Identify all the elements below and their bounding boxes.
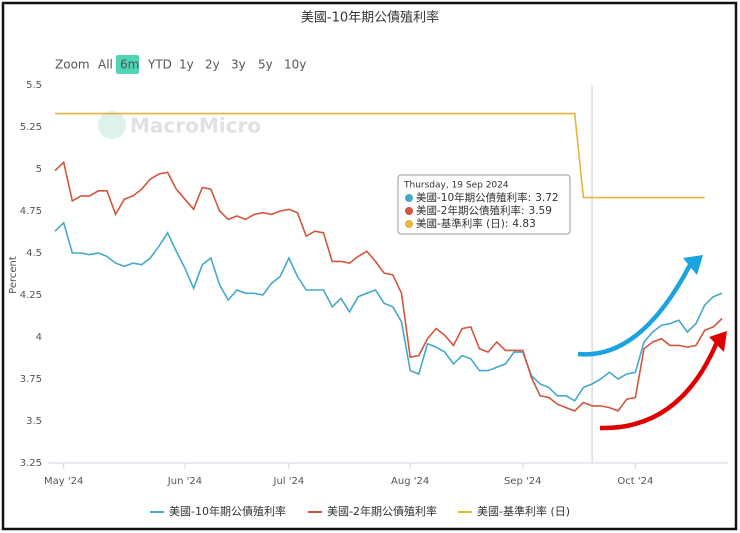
legend-item[interactable]: 美國-基準利率 (日): [458, 504, 570, 518]
tooltip-value: 4.83: [512, 218, 535, 230]
series-line: [54, 160, 723, 412]
legend-item[interactable]: 美國-2年期公債殖利率: [308, 504, 437, 518]
y-tick-label: 5.5: [26, 80, 42, 91]
zoom-button-label[interactable]: All: [98, 58, 113, 72]
zoom-button[interactable]: 3y: [231, 58, 246, 72]
tooltip-value: 3.72: [535, 192, 558, 204]
zoom-button-label[interactable]: 6m: [120, 58, 139, 72]
tooltip-date: Thursday, 19 Sep 2024: [403, 181, 509, 191]
tooltip-dot: [405, 194, 413, 202]
tooltip-row: 美國-2年期公債殖利率: 3.59: [416, 204, 552, 217]
y-tick-label: 3.25: [20, 458, 42, 469]
annotation-arrows: [577, 255, 727, 431]
y-tick-label: 4: [36, 332, 42, 343]
x-tick-label: Sep '24: [504, 476, 542, 487]
tooltip-value: 3.59: [529, 205, 552, 217]
tooltip-series-name: 美國-2年期公債殖利率: [416, 204, 521, 217]
zoom-button-label[interactable]: YTD: [147, 58, 172, 72]
y-axis-label: Percent: [8, 256, 19, 294]
tooltip-row: 美國-基準利率 (日): 4.83: [416, 217, 536, 230]
zoom-button-label[interactable]: 5y: [258, 58, 273, 72]
y-tick-label: 3.75: [20, 374, 42, 385]
red-arrow: [599, 341, 720, 431]
zoom-button[interactable]: 5y: [258, 58, 273, 72]
tooltip-series-name: 美國-基準利率 (日): [416, 217, 505, 230]
y-tick-label: 4.75: [20, 206, 42, 217]
tooltip-separator: :: [521, 205, 525, 217]
blue-arrow-head: [683, 255, 703, 275]
y-tick-label: 5: [36, 164, 42, 175]
blue-arrow: [577, 263, 692, 357]
zoom-button[interactable]: 10y: [284, 58, 306, 72]
y-tick-label: 4.25: [20, 290, 42, 301]
zoom-button[interactable]: All: [98, 58, 113, 72]
x-tick-label: Jun '24: [167, 476, 202, 487]
y-tick-label: 5.25: [20, 122, 42, 133]
watermark: MacroMicro: [98, 111, 261, 139]
tooltip-separator: :: [528, 192, 532, 204]
zoom-button[interactable]: YTD: [147, 58, 172, 72]
plot: 3.25 3.5 3.75 4 4.25 4.5 4.75 5 5.25 5.5 May '24 Ju…: [20, 80, 728, 487]
tooltip-series-name: 美國-10年期公債殖利率: [416, 191, 528, 204]
zoom-button-label[interactable]: 1y: [179, 58, 194, 72]
legend-label[interactable]: 美國-10年期公債殖利率: [169, 504, 286, 518]
red-arrow-head: [709, 331, 727, 352]
chart-title: 美國-10年期公債殖利率: [301, 10, 439, 26]
x-tick-label: Aug '24: [391, 476, 429, 487]
tooltip: Thursday, 19 Sep 2024 美國-10年期公債殖利率: 3.72美…: [397, 174, 571, 235]
legend-item[interactable]: 美國-10年期公債殖利率: [150, 504, 286, 518]
zoom-button[interactable]: 6m: [116, 55, 139, 74]
tooltip-dot: [405, 207, 413, 215]
legend: 美國-10年期公債殖利率 美國-2年期公債殖利率 美國-基準利率 (日): [150, 504, 570, 518]
tooltip-separator: :: [505, 218, 509, 230]
x-tick-label: Oct '24: [617, 476, 653, 487]
x-tick-label: Jul '24: [273, 476, 305, 487]
legend-label[interactable]: 美國-2年期公債殖利率: [327, 504, 437, 518]
series-line: [55, 112, 705, 199]
zoom-button-label[interactable]: 3y: [231, 58, 246, 72]
x-tick-label: May '24: [44, 476, 83, 487]
legend-label[interactable]: 美國-基準利率 (日): [477, 504, 570, 518]
zoom-button[interactable]: 2y: [205, 58, 220, 72]
zoom-button-label[interactable]: 10y: [284, 58, 306, 72]
zoom-label: Zoom: [55, 58, 90, 72]
series-line: [54, 221, 723, 402]
zoom-button-label[interactable]: 2y: [205, 58, 220, 72]
tooltip-box: [397, 174, 571, 235]
watermark-text: MacroMicro: [130, 114, 261, 138]
zoom-button-bg: [116, 55, 139, 74]
y-tick-label: 3.5: [26, 416, 42, 427]
y-tick-label: 4.5: [26, 248, 42, 259]
range-selector: Zoom All 6m YTD 1y 2y 3y 5y 10y: [55, 55, 306, 74]
zoom-button[interactable]: 1y: [179, 58, 194, 72]
tooltip-dot: [405, 220, 413, 228]
tooltip-row: 美國-10年期公債殖利率: 3.72: [416, 191, 559, 204]
